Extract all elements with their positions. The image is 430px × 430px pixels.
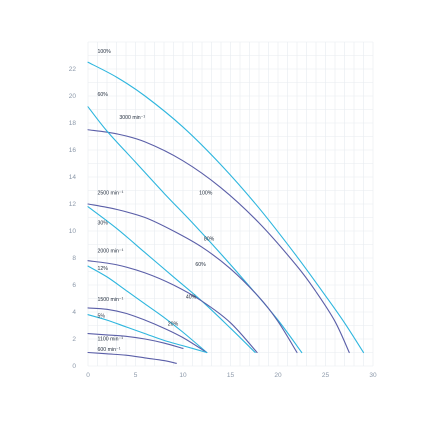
speed-curve — [87, 351, 177, 364]
curve-label: 60% — [195, 262, 206, 268]
curve-label: 5% — [98, 313, 106, 319]
x-tick-label: 0 — [86, 372, 90, 379]
speed-curve — [87, 129, 350, 354]
y-tick-label: 20 — [69, 93, 77, 100]
y-tick-label: 22 — [69, 66, 77, 73]
y-tick-label: 14 — [69, 174, 77, 181]
chart-series — [87, 61, 365, 364]
y-tick-label: 4 — [72, 309, 76, 316]
blade-angle-curve — [87, 265, 208, 354]
curve-label: 2000 min⁻¹ — [98, 249, 124, 255]
curve-label: 80% — [204, 236, 215, 242]
blade-angle-curve — [87, 61, 365, 354]
x-tick-label: 5 — [134, 372, 138, 379]
blade-angle-curve — [87, 206, 256, 354]
curve-label: 100% — [98, 49, 112, 55]
chart-annotations: 100% 60% 3000 min⁻¹ 2500 min⁻¹ 100% 30% 80% 200… — [98, 49, 215, 353]
y-tick-label: 6 — [72, 282, 76, 289]
curve-label: 1100 min⁻¹ — [98, 336, 124, 342]
speed-curve — [87, 333, 184, 349]
y-axis-ticks: 0 2 4 6 8 10 12 14 16 18 20 22 — [69, 66, 77, 370]
y-tick-label: 18 — [69, 120, 77, 127]
y-tick-label: 12 — [69, 201, 77, 208]
blade-angle-curve — [87, 106, 303, 354]
x-tick-label: 10 — [179, 372, 187, 379]
curve-label: 40% — [186, 295, 197, 301]
x-tick-label: 25 — [322, 372, 330, 379]
x-tick-label: 15 — [227, 372, 235, 379]
curve-label: 100% — [199, 191, 213, 197]
y-tick-label: 0 — [72, 363, 76, 370]
y-tick-label: 2 — [72, 336, 76, 343]
chart-grid — [87, 41, 374, 367]
curve-label: 12% — [98, 266, 109, 272]
curve-label: 20% — [168, 322, 179, 328]
curve-label: 60% — [98, 92, 109, 98]
blade-angle-curve — [87, 314, 208, 354]
y-tick-label: 10 — [69, 228, 77, 235]
curve-label: 30% — [98, 220, 109, 226]
curve-label: 2500 min⁻¹ — [98, 191, 124, 197]
y-tick-label: 16 — [69, 147, 77, 154]
curve-label: 1500 min⁻¹ — [98, 297, 124, 303]
x-axis-ticks: 0 5 10 15 20 25 30 — [86, 372, 377, 379]
x-tick-label: 30 — [369, 372, 377, 379]
speed-curve — [87, 203, 298, 354]
speed-curve — [87, 260, 258, 354]
curve-label: 600 min⁻¹ — [98, 347, 121, 353]
speed-curve — [87, 307, 208, 354]
x-tick-label: 20 — [274, 372, 282, 379]
y-tick-label: 8 — [72, 255, 76, 262]
curve-label: 3000 min⁻¹ — [119, 115, 145, 121]
